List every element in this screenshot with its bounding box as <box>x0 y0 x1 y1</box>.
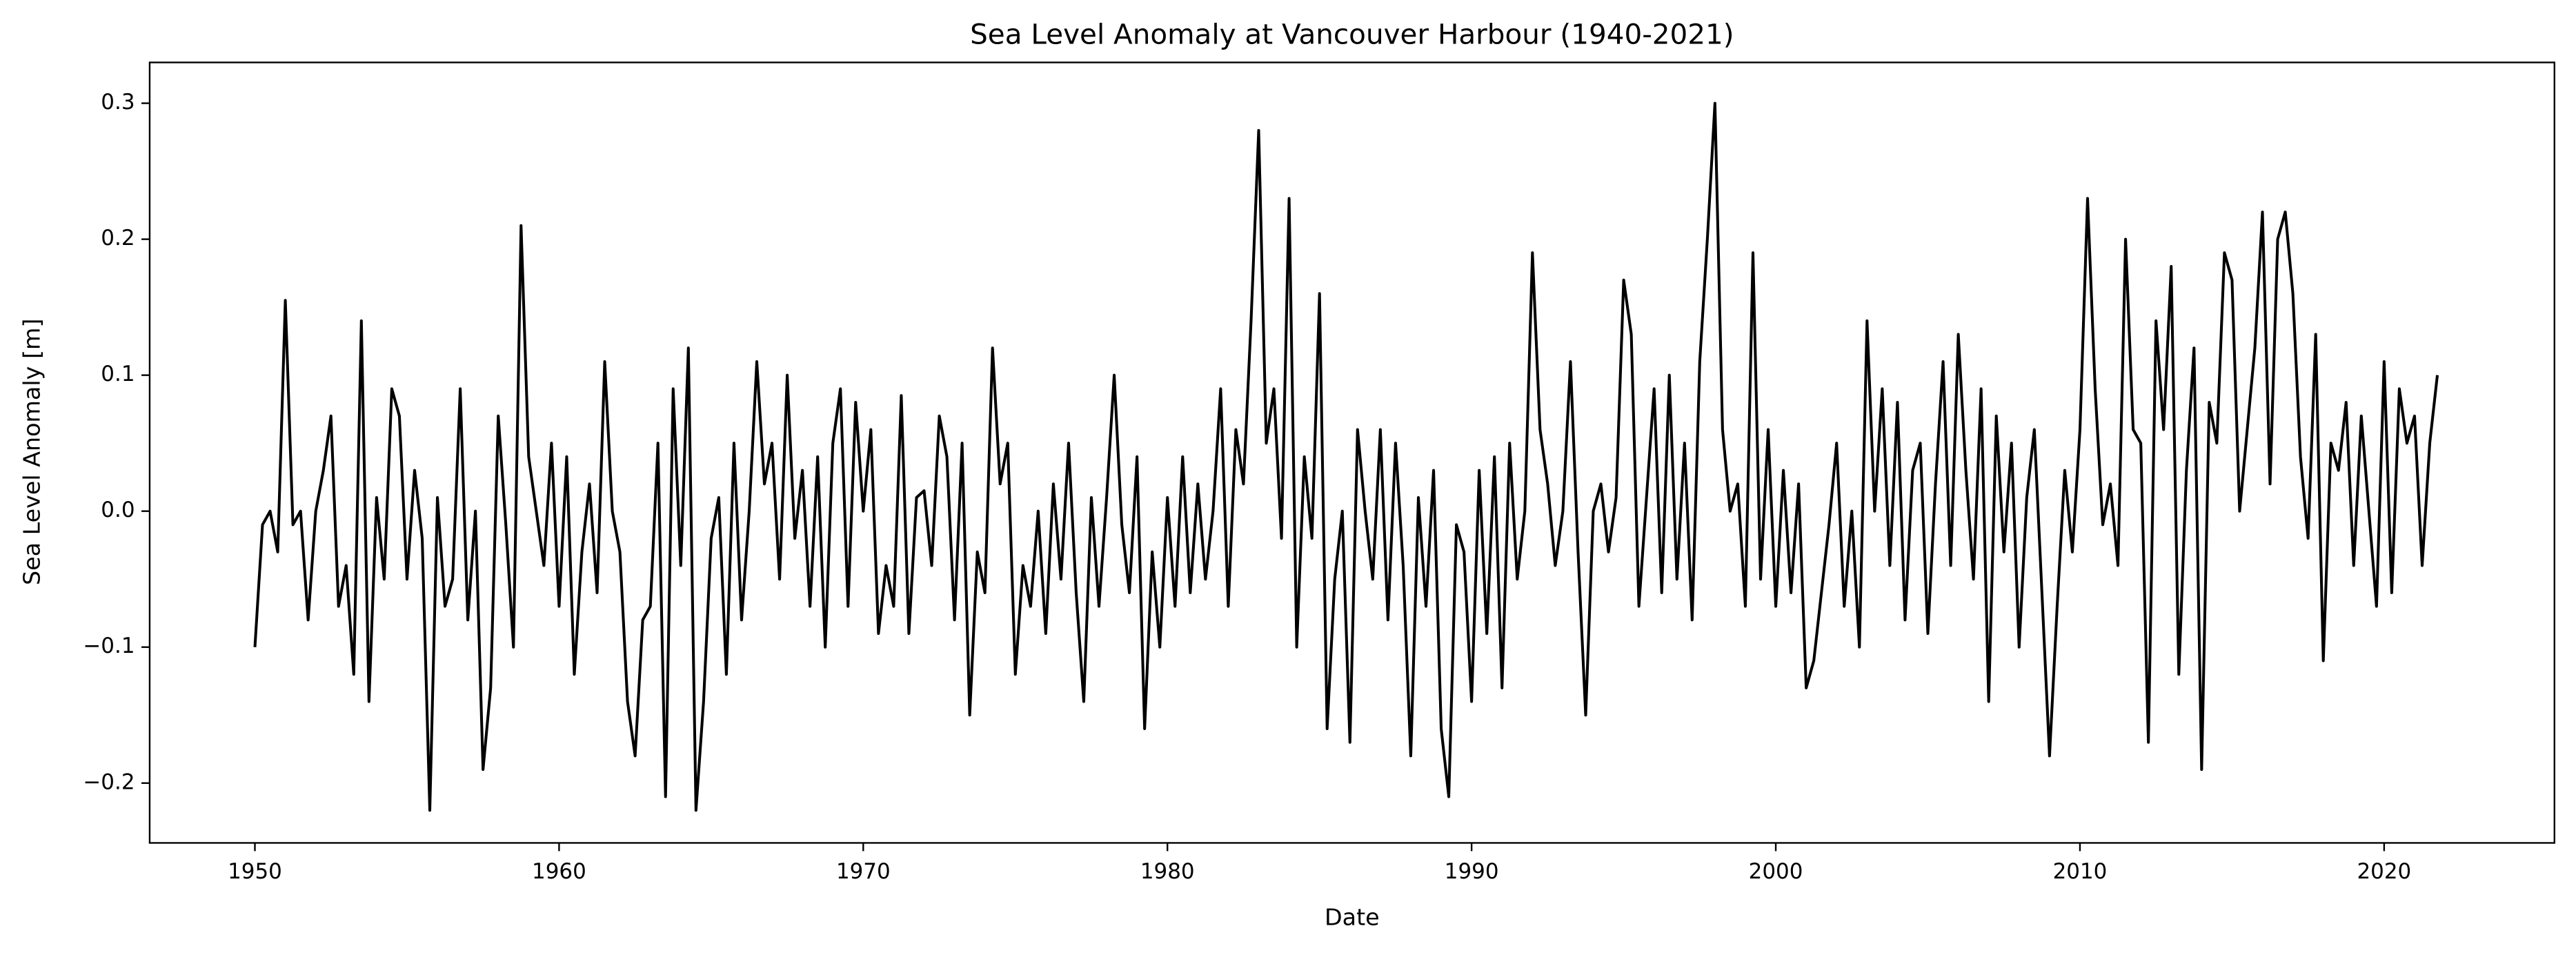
chart-title: Sea Level Anomaly at Vancouver Harbour (… <box>970 17 1734 50</box>
x-tick-label: 2000 <box>1749 859 1803 884</box>
data-line <box>253 101 2439 812</box>
x-tick-label: 1950 <box>228 859 282 884</box>
x-tick-label: 2020 <box>2357 859 2412 884</box>
y-tick-label: −0.2 <box>83 769 135 794</box>
y-tick-label: 0.2 <box>101 226 135 250</box>
x-tick-label: 1990 <box>1445 859 1499 884</box>
x-tick-label: 2010 <box>2053 859 2108 884</box>
y-axis-label: Sea Level Anomaly [m] <box>18 319 45 586</box>
y-tick-label: 0.1 <box>101 362 135 386</box>
y-tick-label: 0.3 <box>101 90 135 115</box>
x-tick-label: 1970 <box>836 859 891 884</box>
plot-frame <box>148 61 2555 844</box>
x-tick-label: 1960 <box>532 859 586 884</box>
y-tick-label: 0.0 <box>101 498 135 522</box>
x-tick-label: 1980 <box>1140 859 1195 884</box>
x-axis-label: Date <box>1325 903 1380 930</box>
y-tick-label: −0.1 <box>83 633 135 658</box>
